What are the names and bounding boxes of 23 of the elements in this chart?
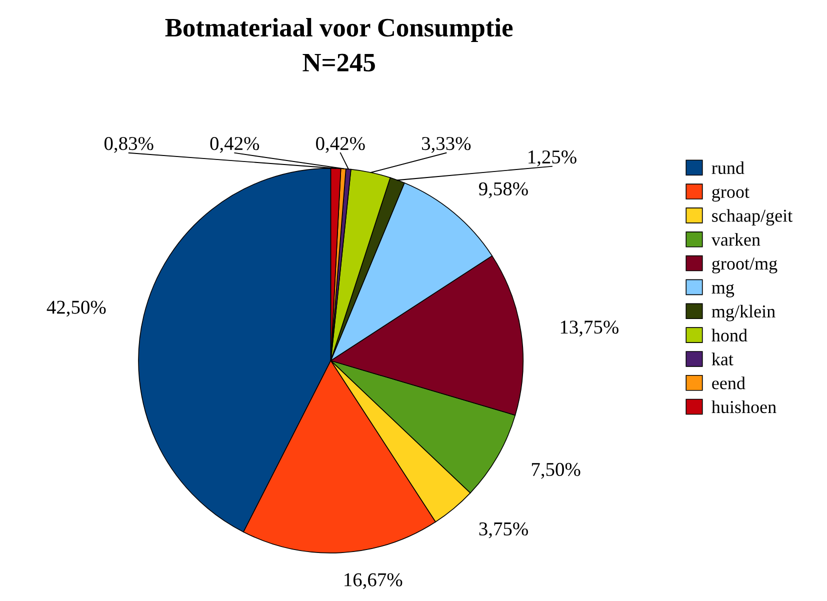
legend-label: groot (712, 188, 750, 202)
data-label: 16,67% (344, 573, 402, 590)
data-label: 13,75% (560, 320, 618, 336)
data-label: 0,83% (104, 136, 154, 153)
legend-label: mg (712, 284, 734, 298)
data-label: 7,50% (532, 462, 580, 479)
data-label: 3,33% (422, 136, 471, 153)
legend-label: huishoen (712, 400, 776, 414)
chart-title: Botmateriaal voor Consumptie N=245 (165, 18, 513, 72)
data-label: 0,42% (316, 136, 365, 153)
legend-label: mg/klein (712, 304, 776, 322)
legend-label: groot/mg (712, 258, 778, 274)
data-label: 42,50% (46, 300, 106, 317)
legend-label: varken (711, 233, 760, 246)
legend-label: kat (712, 352, 734, 366)
data-label: 3,75% (479, 522, 528, 538)
data-label: 9,58% (478, 182, 528, 198)
data-label: 1,25% (528, 150, 576, 166)
legend-label: schaap/geit (712, 209, 793, 226)
legend-label: rund (712, 161, 744, 174)
legend-label: eend (712, 376, 746, 390)
data-label: 0,42% (210, 136, 260, 153)
legend-label: hond (712, 328, 748, 342)
